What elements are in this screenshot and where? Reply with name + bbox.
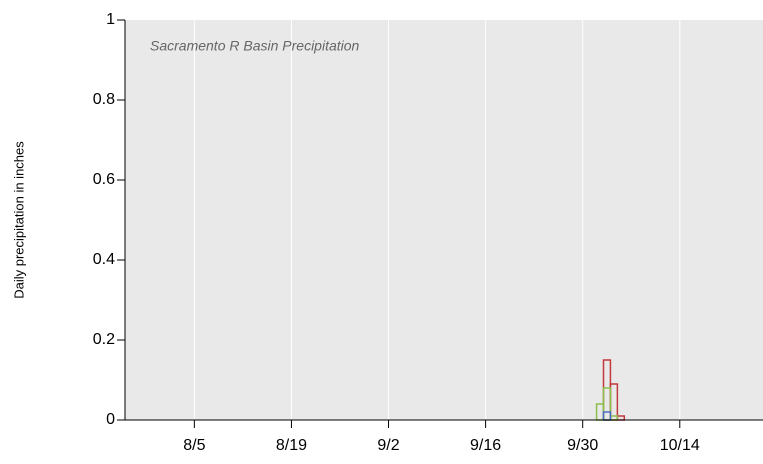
plot-area [125,20,763,420]
x-tick-label: 9/16 [470,437,501,454]
y-tick-label: 1 [106,11,115,28]
y-tick-label: 0.8 [93,91,115,108]
x-tick-label: 9/2 [377,437,399,454]
chart-title: Sacramento R Basin Precipitation [150,38,360,54]
y-tick-label: 0.6 [93,171,115,188]
y-tick-label: 0.4 [93,251,115,268]
y-axis-label: Daily precipitation in inches [11,141,26,299]
x-tick-label: 10/14 [660,437,700,454]
y-tick-label: 0 [106,411,115,428]
y-tick-label: 0.2 [93,331,115,348]
x-tick-label: 8/19 [276,437,307,454]
x-tick-label: 9/30 [567,437,598,454]
x-tick-label: 8/5 [183,437,205,454]
